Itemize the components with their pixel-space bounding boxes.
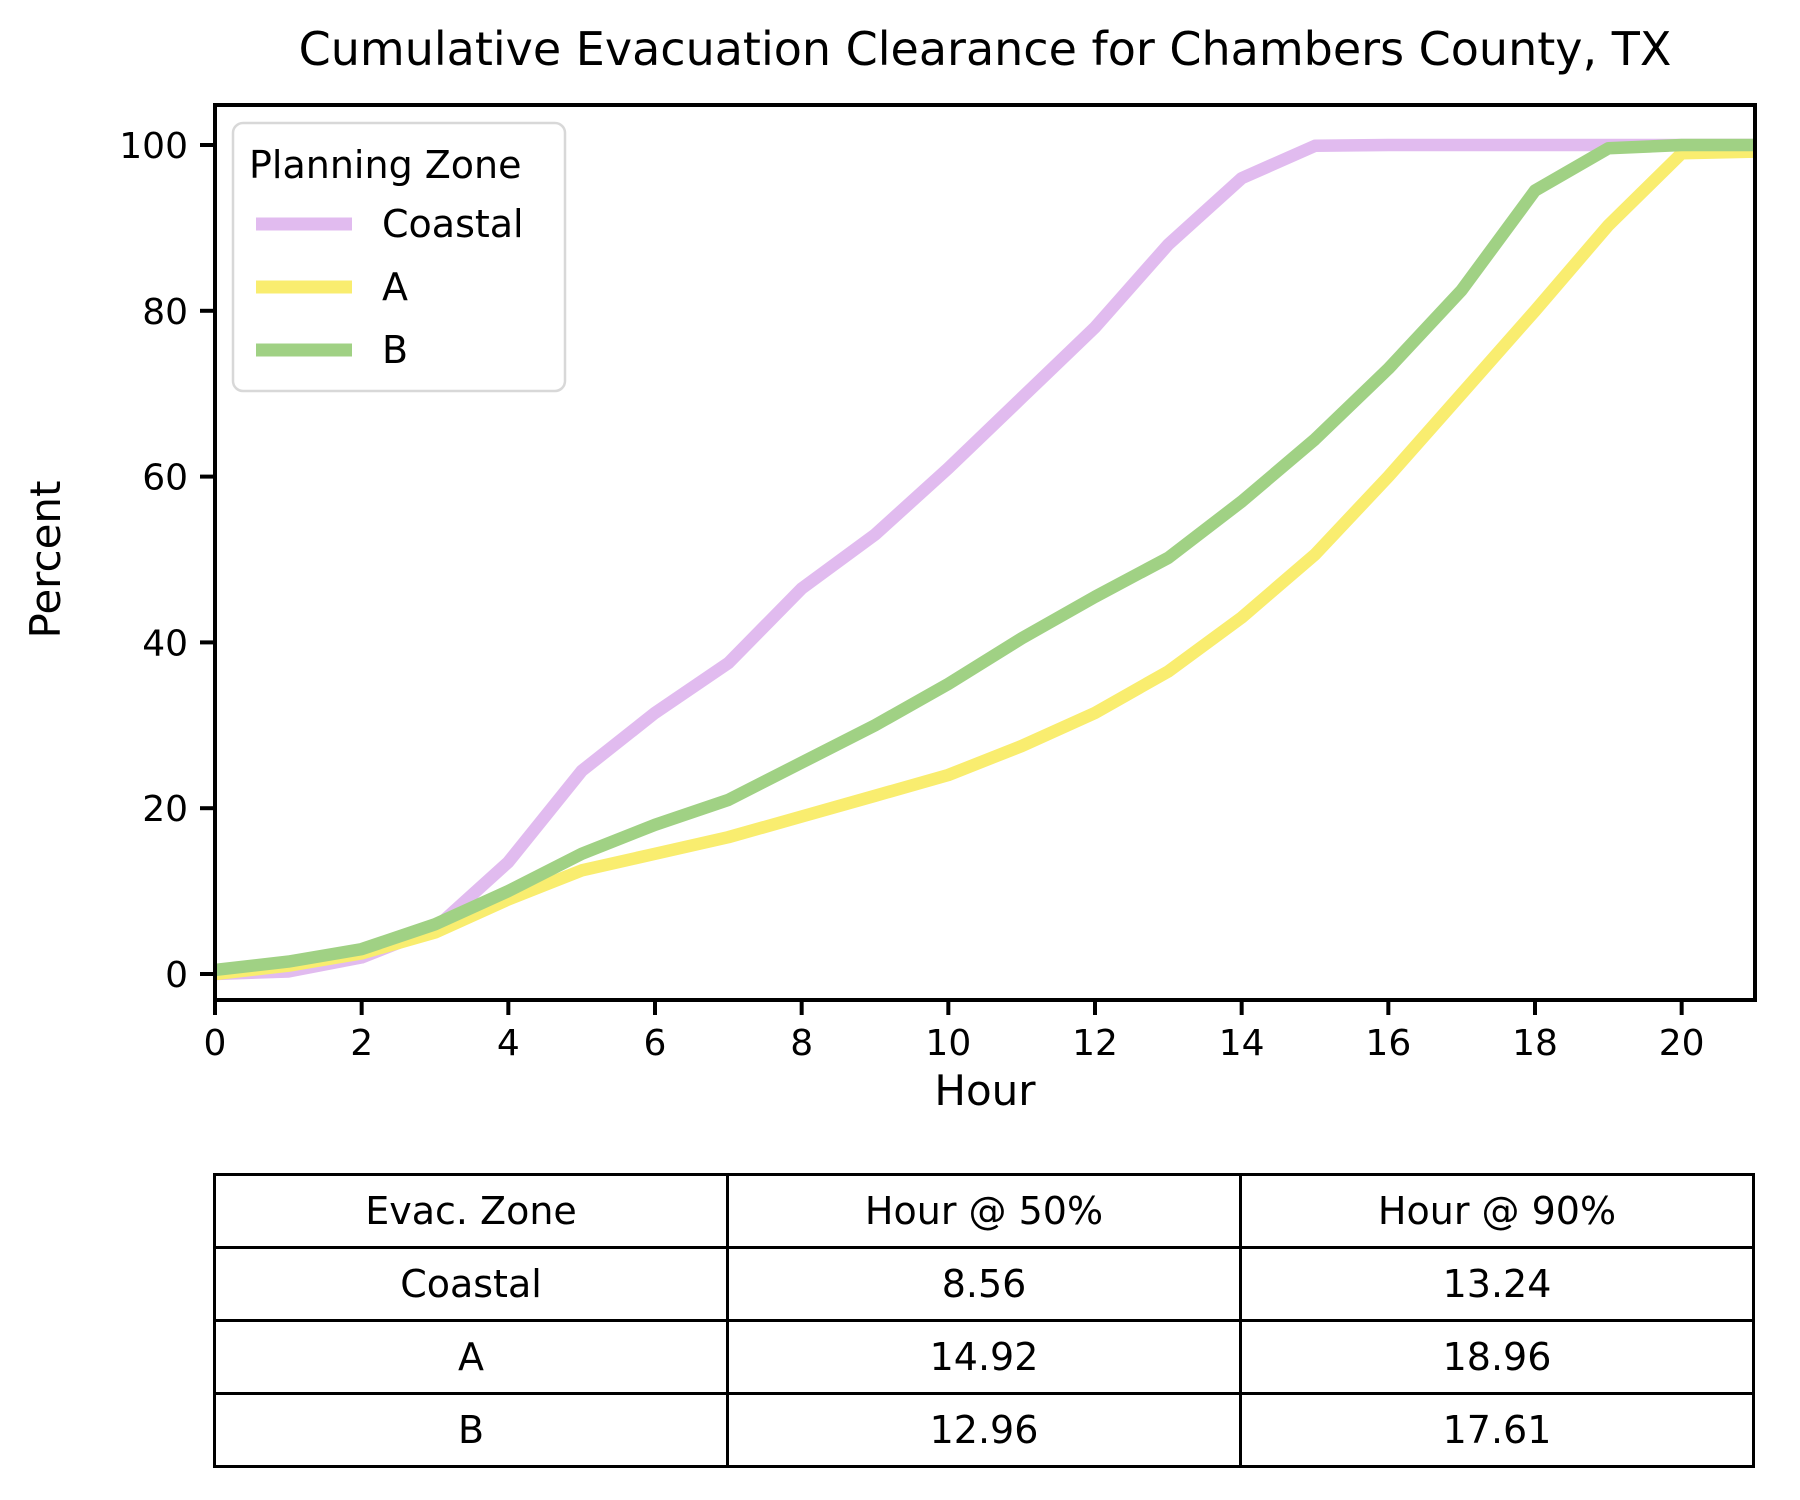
series-line-b <box>214 138 1755 977</box>
series-line-coastal <box>214 138 1755 981</box>
y-tick-label: 40 <box>142 623 188 664</box>
legend-label-b: B <box>382 328 408 372</box>
header-hour-50: Hour @ 50% <box>726 1173 1242 1249</box>
cell-zone: A <box>213 1319 729 1395</box>
table-row-b: B 12.96 17.61 <box>213 1392 1755 1468</box>
legend-box <box>231 121 567 393</box>
x-tick-label: 8 <box>790 1023 813 1064</box>
y-tick-label: 20 <box>142 789 188 830</box>
legend-title: Planning Zone <box>249 143 522 187</box>
table-row-a: A 14.92 18.96 <box>213 1319 1755 1395</box>
table-row-coastal: Coastal 8.56 13.24 <box>213 1246 1755 1322</box>
x-tick-label: 10 <box>925 1023 971 1064</box>
y-tick-label: 80 <box>142 292 188 333</box>
x-tick-label: 2 <box>350 1023 373 1064</box>
header-evac-zone: Evac. Zone <box>213 1173 729 1249</box>
x-tick-label: 12 <box>1072 1023 1118 1064</box>
cell-zone: B <box>213 1392 729 1468</box>
x-tick-label: 4 <box>497 1023 520 1064</box>
x-axis-label: Hour <box>934 1066 1036 1115</box>
legend-label-a: A <box>382 265 408 309</box>
cell-hour-90: 18.96 <box>1239 1319 1755 1395</box>
axes-spines <box>213 103 1757 1002</box>
y-tick-label: 60 <box>142 458 188 499</box>
header-hour-90: Hour @ 90% <box>1239 1173 1755 1249</box>
x-tick-label: 0 <box>204 1023 227 1064</box>
x-tick-label: 18 <box>1512 1023 1558 1064</box>
series-line-a <box>214 145 1756 981</box>
cell-zone: Coastal <box>213 1246 729 1322</box>
cell-hour-50: 12.96 <box>726 1392 1242 1468</box>
clearance-summary-table: Evac. Zone Hour @ 50% Hour @ 90% Coastal… <box>213 1173 1755 1468</box>
cell-hour-50: 8.56 <box>726 1246 1242 1322</box>
cell-hour-90: 17.61 <box>1239 1392 1755 1468</box>
x-tick-label: 6 <box>644 1023 667 1064</box>
table-header-row: Evac. Zone Hour @ 50% Hour @ 90% <box>213 1173 1755 1249</box>
chart-title: Cumulative Evacuation Clearance for Cham… <box>298 22 1672 76</box>
y-tick-label: 100 <box>119 126 188 167</box>
x-tick-label: 14 <box>1219 1023 1265 1064</box>
legend-label-coastal: Coastal <box>382 202 524 246</box>
x-tick-label: 16 <box>1365 1023 1411 1064</box>
cell-hour-50: 14.92 <box>726 1319 1242 1395</box>
y-tick-label: 0 <box>165 955 188 996</box>
y-axis-label: Percent <box>21 480 70 638</box>
x-tick-label: 20 <box>1659 1023 1705 1064</box>
cell-hour-90: 13.24 <box>1239 1246 1755 1322</box>
